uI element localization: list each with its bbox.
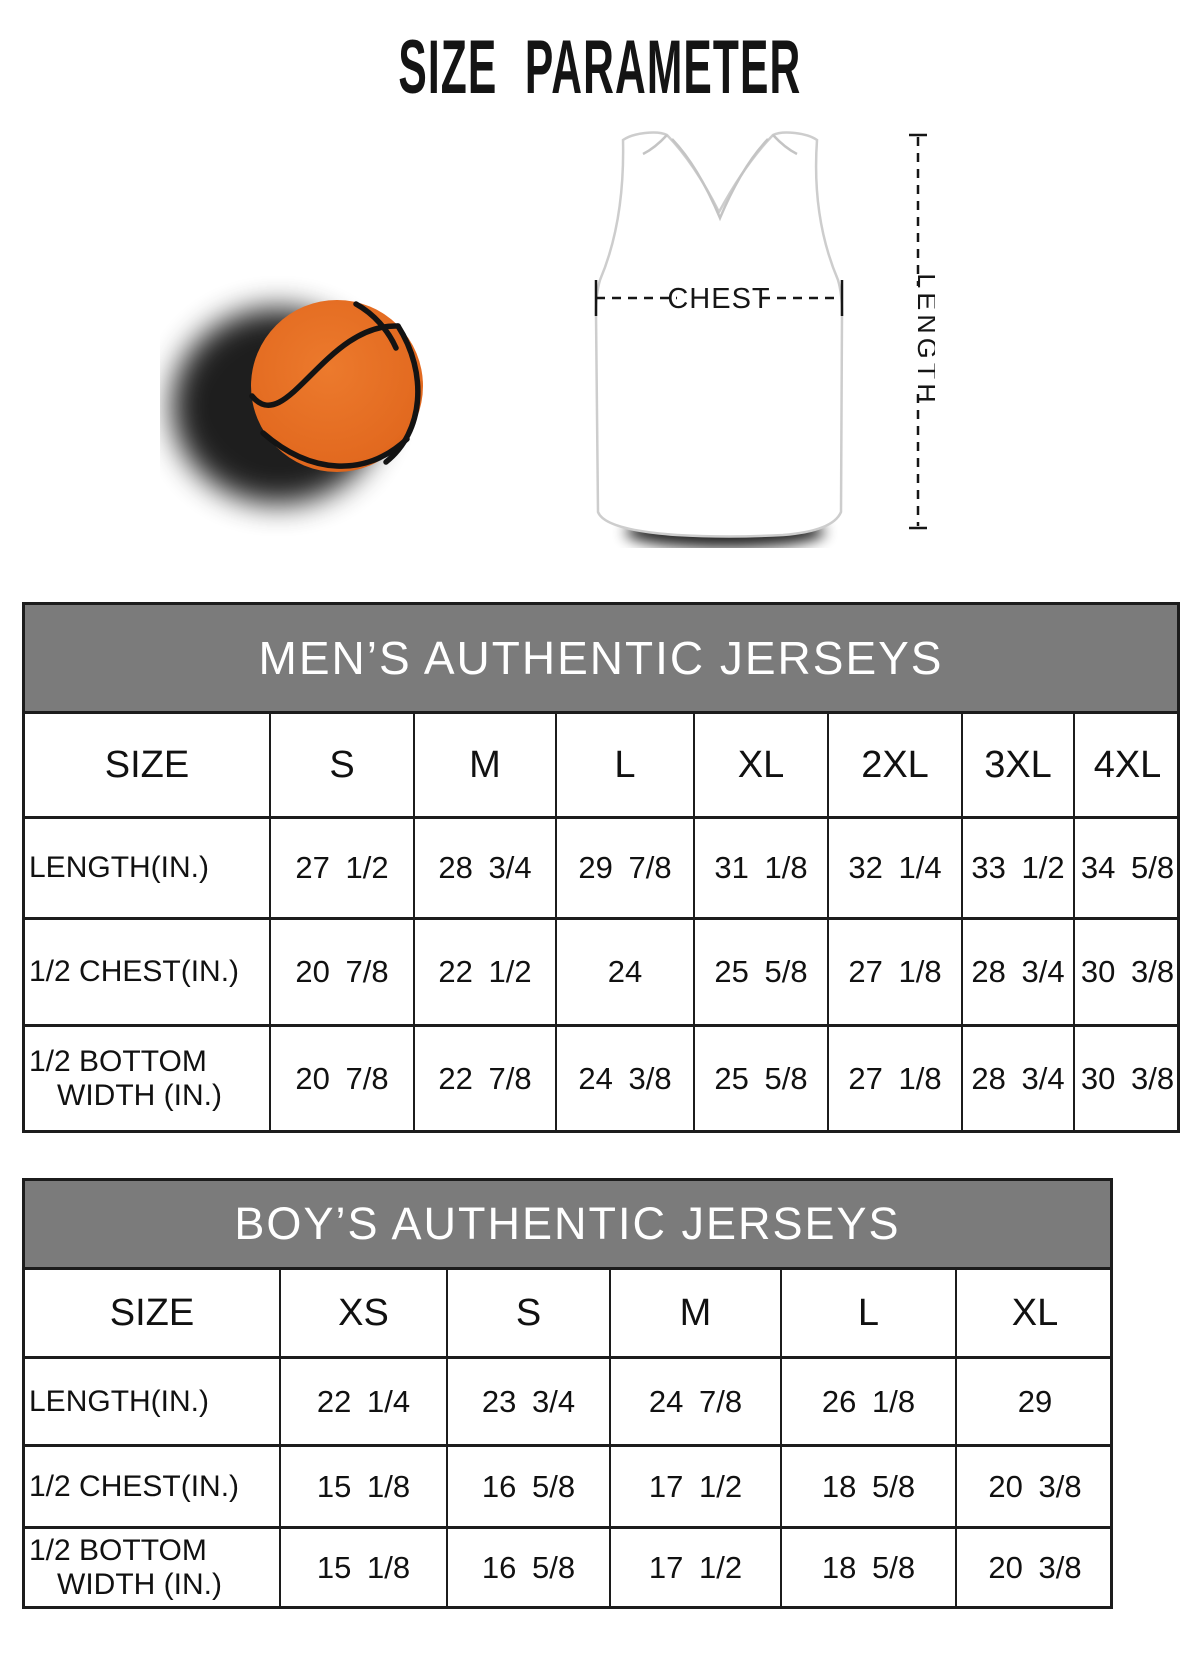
row-label-line1: 1/2 BOTTOM [29, 1044, 207, 1078]
size-value: 18 5/8 [780, 1444, 957, 1529]
row-label-line1: 1/2 BOTTOM [29, 1533, 207, 1567]
basketball-ball [251, 300, 423, 472]
length-dimension-line [909, 133, 927, 530]
size-value: 17 1/2 [609, 1526, 782, 1606]
size-value: 18 5/8 [780, 1526, 957, 1606]
size-value: 23 3/4 [446, 1356, 611, 1447]
column-header: XL [693, 714, 829, 819]
column-header: S [446, 1270, 611, 1359]
boys-bottom-width-row: 1/2 BOTTOM WIDTH (IN.) 15 1/8 16 5/8 17 … [25, 1526, 1113, 1606]
boys-length-row: LENGTH(IN.) 22 1/4 23 3/4 24 7/8 26 1/8 … [25, 1356, 1113, 1447]
size-value: 24 7/8 [609, 1356, 782, 1447]
basketball-seams [249, 301, 421, 469]
jersey-body [594, 131, 844, 538]
size-value: 33 1/2 [961, 816, 1075, 920]
jersey-diagram: CHEST LENGTH [594, 131, 935, 548]
size-value: 20 7/8 [269, 917, 415, 1027]
column-header: 3XL [961, 714, 1075, 819]
boys-table-section: BOY’S AUTHENTIC JERSEYS SIZE XS S M L XL… [22, 1178, 1113, 1609]
size-value: 28 3/4 [961, 1024, 1075, 1130]
boys-size-table: SIZE XS S M L XL LENGTH(IN.) 22 1/4 23 3… [25, 1270, 1113, 1606]
size-value: 16 5/8 [446, 1444, 611, 1529]
size-value: 20 7/8 [269, 1024, 415, 1130]
column-header: SIZE [25, 714, 271, 819]
mens-chest-row: 1/2 CHEST(IN.) 20 7/8 22 1/2 24 25 5/8 2… [25, 917, 1180, 1027]
size-value: 31 1/8 [693, 816, 829, 920]
row-label: 1/2 CHEST(IN.) [25, 1444, 281, 1529]
size-value: 15 1/8 [279, 1526, 448, 1606]
length-label: LENGTH [912, 273, 935, 407]
size-value: 22 1/4 [279, 1356, 448, 1447]
boys-header-row: SIZE XS S M L XL [25, 1270, 1113, 1359]
size-value: 32 1/4 [827, 816, 963, 920]
size-value: 16 5/8 [446, 1526, 611, 1606]
size-value: 30 3/8 [1073, 1024, 1180, 1130]
size-value: 17 1/2 [609, 1444, 782, 1529]
row-label: 1/2 BOTTOM WIDTH (IN.) [25, 1526, 281, 1606]
size-value: 30 3/8 [1073, 917, 1180, 1027]
row-label: LENGTH(IN.) [25, 816, 271, 920]
size-value: 22 1/2 [413, 917, 557, 1027]
column-header: L [780, 1270, 957, 1359]
size-value: 20 3/8 [955, 1444, 1113, 1529]
size-value: 29 [955, 1356, 1113, 1447]
basketball-image [172, 300, 423, 504]
column-header: M [609, 1270, 782, 1359]
size-value: 27 1/8 [827, 917, 963, 1027]
size-value: 28 3/4 [961, 917, 1075, 1027]
size-value: 25 5/8 [693, 917, 829, 1027]
size-value: 25 5/8 [693, 1024, 829, 1130]
column-header: 4XL [1073, 714, 1180, 819]
mens-header-row: SIZE S M L XL 2XL 3XL 4XL [25, 714, 1180, 819]
row-label: 1/2 CHEST(IN.) [25, 917, 271, 1027]
boys-table-title: BOY’S AUTHENTIC JERSEYS [25, 1181, 1110, 1270]
size-value: 15 1/8 [279, 1444, 448, 1529]
column-header: XS [279, 1270, 448, 1359]
mens-bottom-width-row: 1/2 BOTTOM WIDTH (IN.) 20 7/8 22 7/8 24 … [25, 1024, 1180, 1130]
chest-dimension-line [594, 280, 844, 316]
size-value: 24 [555, 917, 695, 1027]
column-header: M [413, 714, 557, 819]
column-header: 2XL [827, 714, 963, 819]
size-value: 26 1/8 [780, 1356, 957, 1447]
chest-label: CHEST [667, 283, 770, 315]
row-label-line2: WIDTH (IN.) [57, 1567, 222, 1601]
mens-table-section: MEN’S AUTHENTIC JERSEYS SIZE S M L XL 2X… [22, 602, 1180, 1133]
row-label-line2: WIDTH (IN.) [57, 1078, 222, 1112]
column-header: S [269, 714, 415, 819]
boys-chest-row: 1/2 CHEST(IN.) 15 1/8 16 5/8 17 1/2 18 5… [25, 1444, 1113, 1529]
size-value: 27 1/2 [269, 816, 415, 920]
row-label: 1/2 BOTTOM WIDTH (IN.) [25, 1024, 271, 1130]
mens-size-table: SIZE S M L XL 2XL 3XL 4XL LENGTH(IN.) 27… [25, 714, 1180, 1130]
page-title: SIZE PARAMETER [398, 25, 802, 110]
size-value: 22 7/8 [413, 1024, 557, 1130]
row-label: LENGTH(IN.) [25, 1356, 281, 1447]
column-header: SIZE [25, 1270, 281, 1359]
jersey-collar [642, 134, 798, 222]
size-value: 29 7/8 [555, 816, 695, 920]
column-header: XL [955, 1270, 1113, 1359]
size-value: 27 1/8 [827, 1024, 963, 1130]
size-value: 20 3/8 [955, 1526, 1113, 1606]
size-value: 24 3/8 [555, 1024, 695, 1130]
mens-length-row: LENGTH(IN.) 27 1/2 28 3/4 29 7/8 31 1/8 … [25, 816, 1180, 920]
size-value: 34 5/8 [1073, 816, 1180, 920]
size-value: 28 3/4 [413, 816, 557, 920]
column-header: L [555, 714, 695, 819]
mens-table-title: MEN’S AUTHENTIC JERSEYS [25, 605, 1177, 714]
page-title-wrap: SIZE PARAMETER [0, 24, 1200, 111]
